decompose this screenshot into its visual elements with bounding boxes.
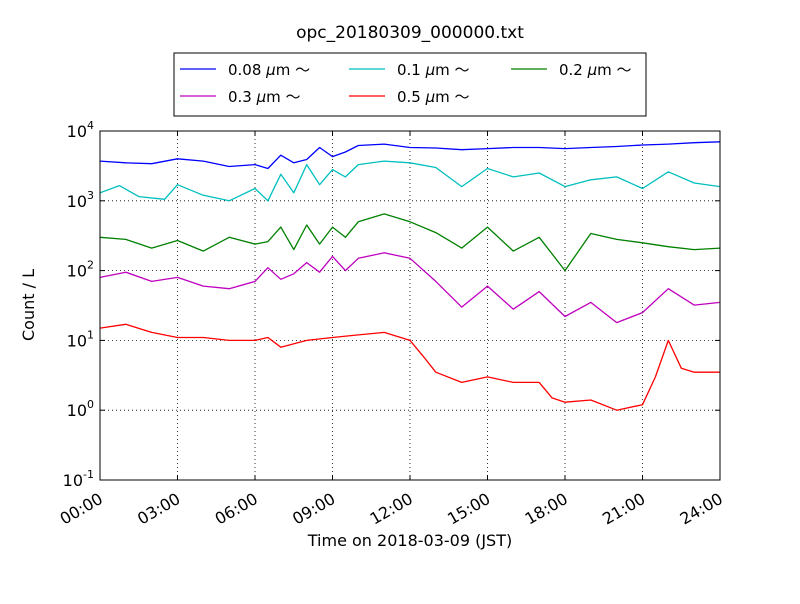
series-line bbox=[99, 213, 721, 272]
legend-label: 0.5 μm ～ bbox=[397, 88, 470, 106]
series-layer bbox=[99, 141, 721, 411]
x-tick-label: 00:00 bbox=[57, 489, 106, 529]
x-axis-label: Time on 2018-03-09 (JST) bbox=[307, 531, 512, 550]
legend-label: 0.1 μm ～ bbox=[397, 61, 470, 79]
series-line bbox=[99, 141, 721, 170]
y-tick-label: 102 bbox=[67, 259, 94, 281]
x-tick-label: 24:00 bbox=[677, 489, 726, 529]
legend-label: 0.08 μm ～ bbox=[228, 61, 310, 79]
series-line bbox=[99, 160, 721, 202]
x-tick-label: 03:00 bbox=[134, 489, 183, 529]
y-tick-label: 104 bbox=[67, 119, 94, 141]
legend-box bbox=[173, 52, 647, 117]
x-tick-label: 12:00 bbox=[367, 489, 416, 529]
x-tick-label: 06:00 bbox=[212, 489, 261, 529]
series-line bbox=[99, 323, 720, 411]
x-tick-label: 15:00 bbox=[444, 489, 493, 529]
x-tick-label: 18:00 bbox=[522, 489, 571, 529]
x-tick-label: 09:00 bbox=[289, 489, 338, 529]
y-tick-label: 101 bbox=[67, 328, 94, 350]
legend-label: 0.3 μm ～ bbox=[228, 88, 301, 106]
y-tick-label: 100 bbox=[67, 398, 94, 420]
y-axis-label: Count / L bbox=[19, 269, 38, 341]
y-tick-label: 103 bbox=[67, 189, 94, 211]
legend-label: 0.2 μm ～ bbox=[559, 61, 632, 79]
plot-area bbox=[100, 131, 720, 480]
legend: 0.08 μm ～ 0.1 μm ～ 0.2 μm ～ 0.3 μm ～ 0.5 μm … bbox=[173, 52, 647, 117]
x-tick-label: 21:00 bbox=[599, 489, 648, 529]
y-tick-label: 10-1 bbox=[63, 468, 94, 490]
chart-title: opc_20180309_000000.txt bbox=[296, 23, 524, 43]
series-line bbox=[99, 252, 721, 324]
